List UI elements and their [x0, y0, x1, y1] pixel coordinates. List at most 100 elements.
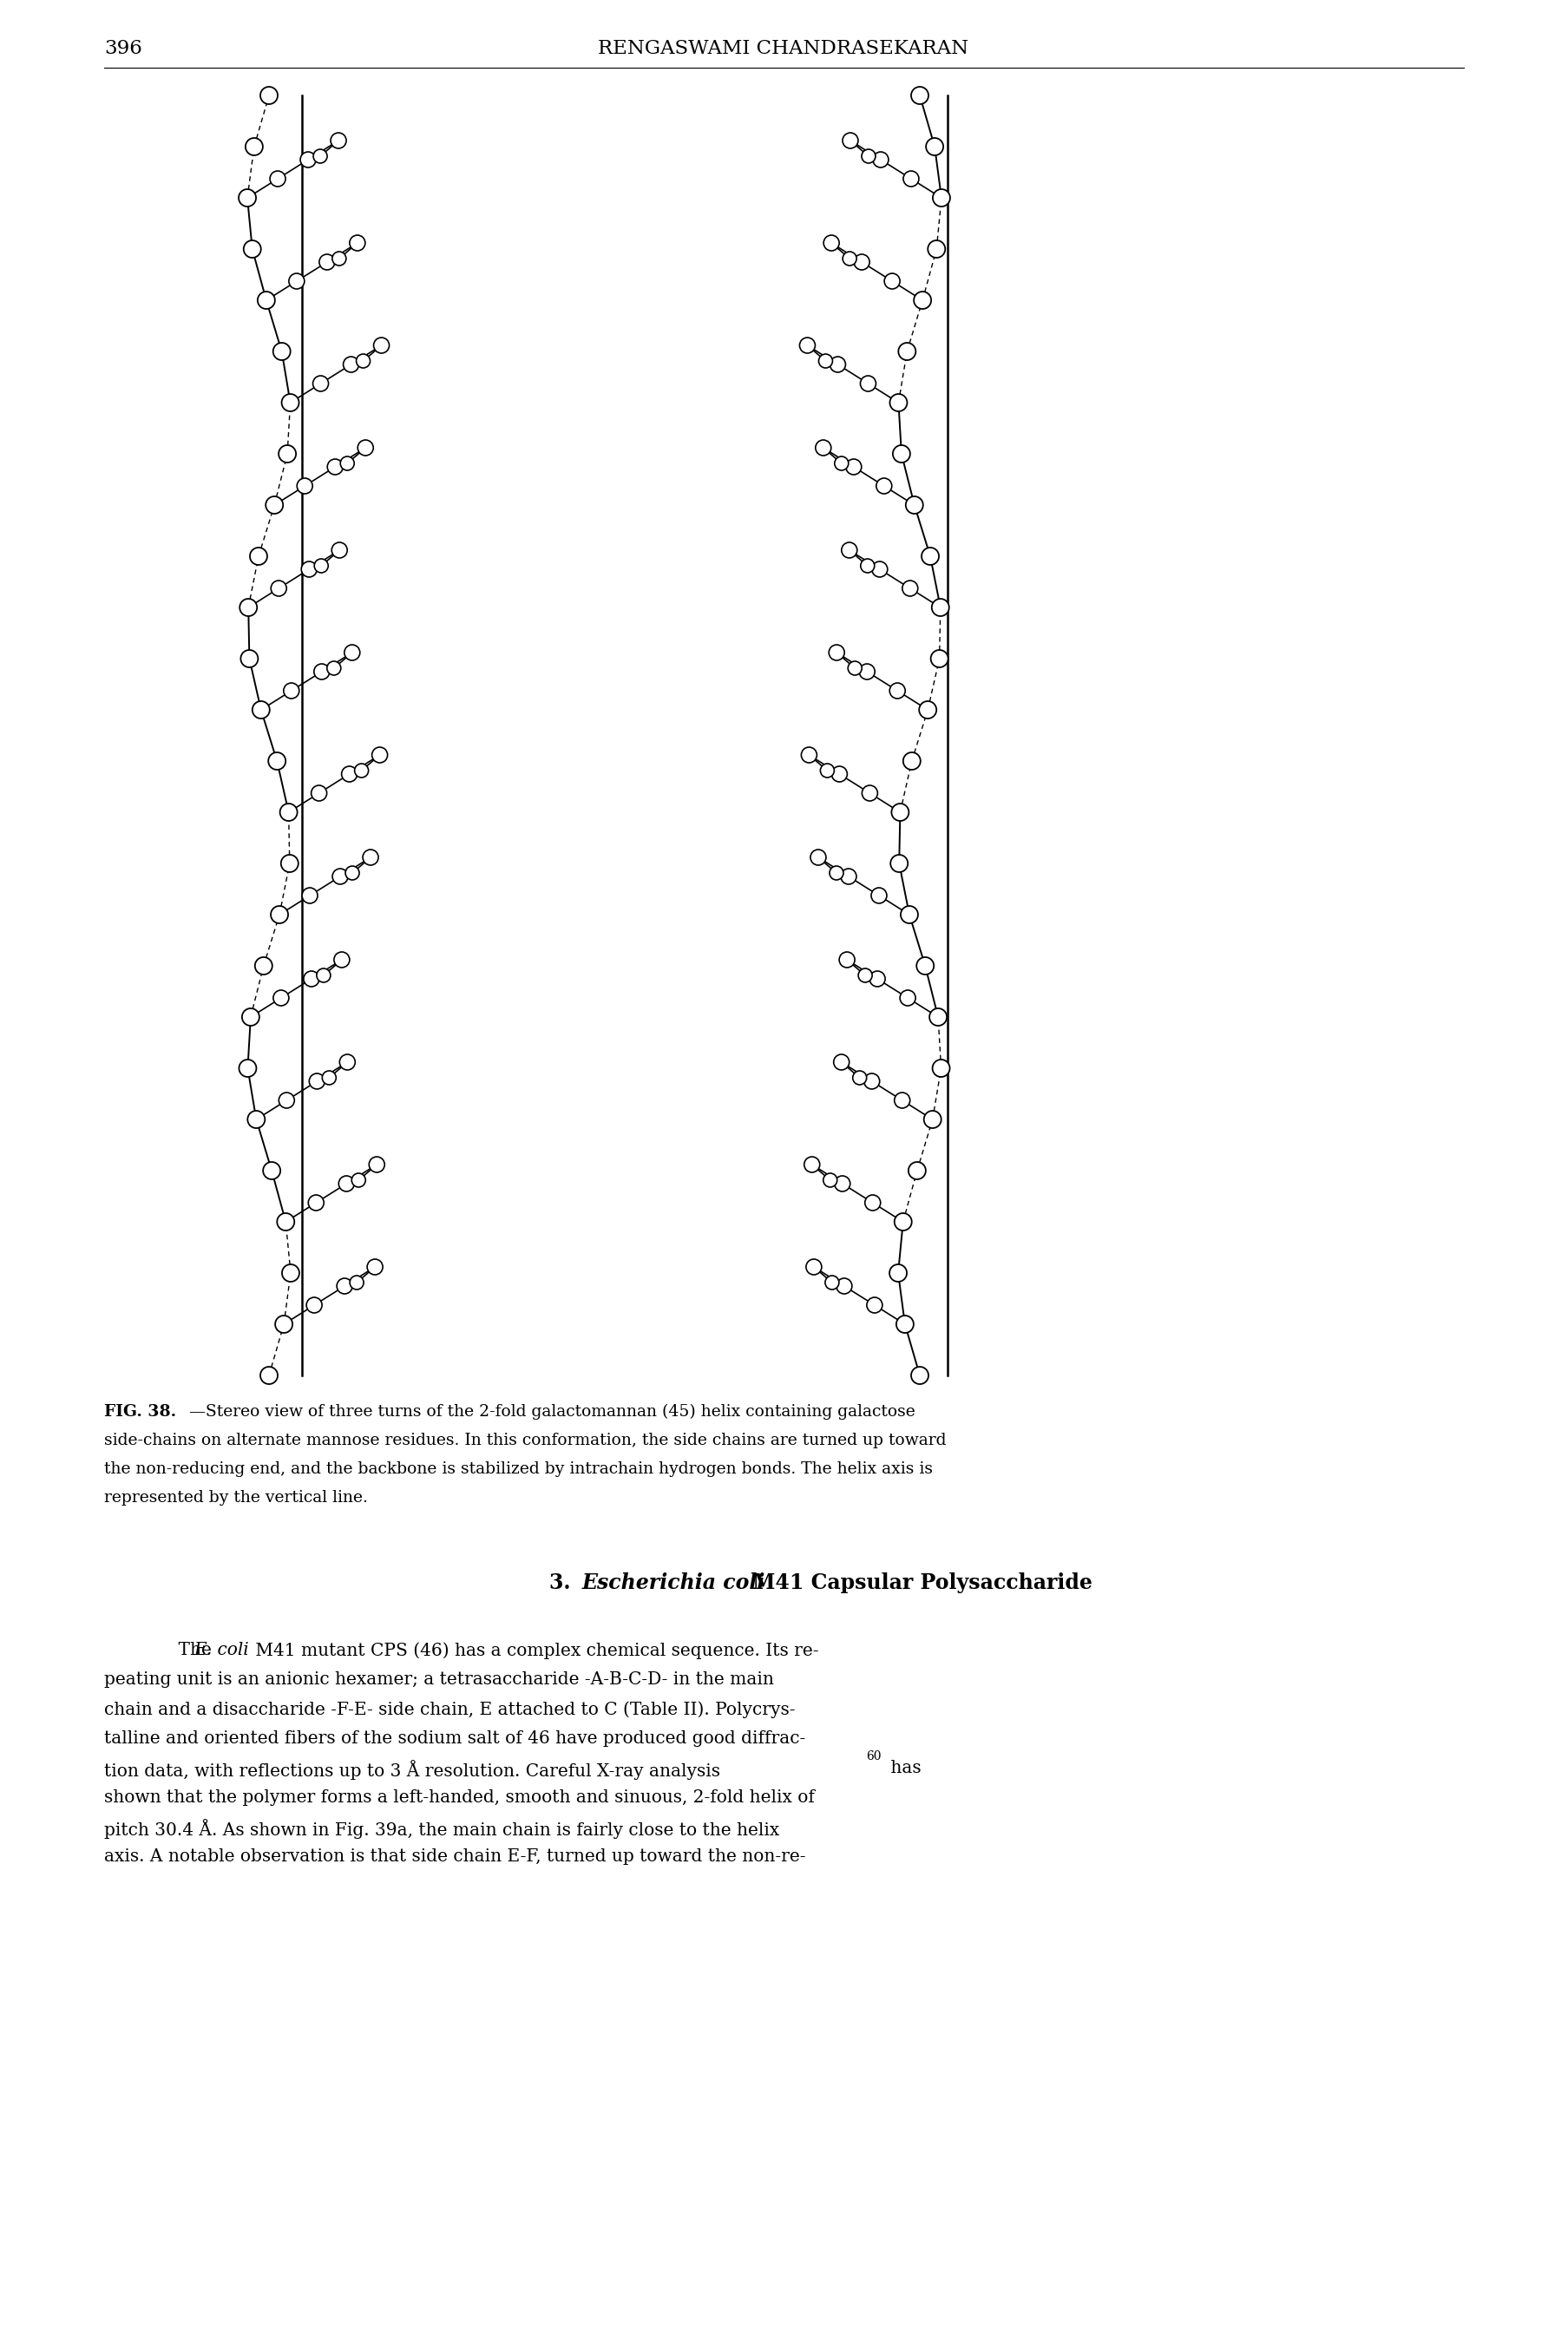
Circle shape	[342, 766, 358, 783]
Circle shape	[820, 764, 834, 778]
Circle shape	[872, 562, 887, 576]
Circle shape	[314, 663, 329, 679]
Circle shape	[368, 1157, 384, 1172]
Circle shape	[332, 541, 347, 558]
Circle shape	[891, 855, 908, 872]
Circle shape	[314, 560, 328, 572]
Text: has: has	[884, 1760, 922, 1776]
Circle shape	[345, 867, 359, 881]
Circle shape	[892, 445, 909, 462]
Circle shape	[831, 766, 847, 783]
Circle shape	[340, 457, 354, 471]
Text: represented by the vertical line.: represented by the vertical line.	[103, 1490, 368, 1507]
Circle shape	[281, 804, 298, 820]
Circle shape	[309, 1073, 325, 1089]
Circle shape	[818, 354, 833, 368]
Circle shape	[834, 1176, 850, 1193]
Circle shape	[931, 649, 949, 668]
Circle shape	[911, 87, 928, 103]
Circle shape	[343, 356, 359, 373]
Circle shape	[332, 869, 348, 883]
Circle shape	[839, 951, 855, 968]
Circle shape	[306, 1298, 321, 1312]
Circle shape	[243, 241, 260, 258]
Circle shape	[877, 478, 892, 494]
Circle shape	[933, 190, 950, 206]
Circle shape	[922, 548, 939, 565]
Circle shape	[282, 394, 299, 412]
Circle shape	[873, 152, 889, 166]
Circle shape	[320, 255, 336, 269]
Circle shape	[278, 1214, 295, 1230]
Circle shape	[836, 1279, 851, 1293]
Circle shape	[328, 459, 343, 476]
Text: talline and oriented fibers of the sodium salt of 46 have produced good diffrac-: talline and oriented fibers of the sodiu…	[103, 1731, 806, 1748]
Circle shape	[271, 581, 287, 595]
Circle shape	[240, 600, 257, 616]
Circle shape	[260, 87, 278, 103]
Circle shape	[894, 1214, 911, 1230]
Circle shape	[924, 1111, 941, 1127]
Circle shape	[853, 1071, 867, 1085]
Circle shape	[328, 661, 340, 675]
Text: peating unit is an anionic hexamer; a tetrasaccharide -A-B-C-D- in the main: peating unit is an anionic hexamer; a te…	[103, 1671, 775, 1687]
Circle shape	[911, 1366, 928, 1385]
Circle shape	[340, 1054, 356, 1071]
Circle shape	[892, 804, 909, 820]
Circle shape	[902, 581, 917, 595]
Circle shape	[238, 1059, 256, 1078]
Circle shape	[274, 1314, 293, 1333]
Circle shape	[284, 682, 299, 698]
Text: M41 Capsular Polysaccharide: M41 Capsular Polysaccharide	[745, 1572, 1093, 1593]
Circle shape	[317, 968, 331, 982]
Circle shape	[930, 1007, 947, 1026]
Circle shape	[350, 1275, 364, 1289]
Text: side-chains on alternate mannose residues. In this conformation, the side chains: side-chains on alternate mannose residue…	[103, 1432, 946, 1448]
Circle shape	[373, 337, 389, 354]
Circle shape	[367, 1258, 383, 1275]
Circle shape	[339, 1176, 354, 1193]
Circle shape	[351, 1174, 365, 1188]
Text: 3.: 3.	[549, 1572, 577, 1593]
Circle shape	[314, 375, 328, 391]
Circle shape	[823, 234, 839, 251]
Circle shape	[903, 752, 920, 771]
Text: E. coli: E. coli	[193, 1642, 249, 1659]
Circle shape	[279, 445, 296, 462]
Circle shape	[241, 649, 259, 668]
Circle shape	[279, 1092, 295, 1108]
Circle shape	[273, 342, 290, 361]
Text: —Stereo view of three turns of the 2-fold galactomannan (45) helix containing ga: —Stereo view of three turns of the 2-fol…	[190, 1403, 916, 1420]
Text: M41 mutant CPS (46) has a complex chemical sequence. Its re-: M41 mutant CPS (46) has a complex chemic…	[249, 1642, 818, 1659]
Circle shape	[238, 190, 256, 206]
Circle shape	[289, 274, 304, 288]
Circle shape	[301, 562, 317, 576]
Text: RENGASWAMI CHANDRASEKARAN: RENGASWAMI CHANDRASEKARAN	[599, 40, 969, 59]
Text: FIG. 38.: FIG. 38.	[103, 1403, 176, 1420]
Circle shape	[829, 867, 844, 881]
Circle shape	[825, 1275, 839, 1289]
Circle shape	[296, 478, 312, 494]
Circle shape	[823, 1174, 837, 1188]
Text: tion data, with reflections up to 3 Å resolution. Careful X-ray analysis: tion data, with reflections up to 3 Å re…	[103, 1760, 720, 1781]
Circle shape	[334, 951, 350, 968]
Circle shape	[855, 255, 870, 269]
Text: 396: 396	[103, 40, 143, 59]
Circle shape	[271, 907, 289, 923]
Text: chain and a disaccharide -F-E- side chain, E attached to C (Table II). Polycrys-: chain and a disaccharide -F-E- side chai…	[103, 1701, 795, 1717]
Circle shape	[842, 251, 856, 265]
Circle shape	[862, 150, 875, 164]
Circle shape	[889, 682, 905, 698]
Circle shape	[870, 970, 886, 986]
Text: 60: 60	[866, 1750, 881, 1762]
Circle shape	[256, 958, 273, 975]
Text: The: The	[157, 1642, 216, 1659]
Circle shape	[900, 907, 917, 923]
Circle shape	[889, 394, 908, 412]
Circle shape	[815, 440, 831, 455]
Circle shape	[897, 1314, 914, 1333]
Circle shape	[358, 440, 373, 455]
Circle shape	[840, 869, 856, 883]
Circle shape	[834, 457, 848, 471]
Circle shape	[354, 764, 368, 778]
